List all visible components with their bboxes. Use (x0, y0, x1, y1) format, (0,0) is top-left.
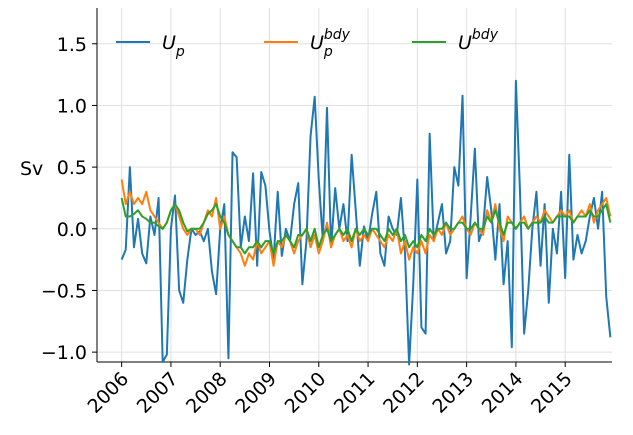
legend-label: Ubdy (458, 27, 499, 54)
x-tick-label: 2013 (428, 368, 478, 418)
x-tick-label: 2012 (379, 368, 429, 418)
series-line (120, 79, 612, 366)
y-tick-label: −0.5 (41, 280, 87, 302)
x-tick-label: 2014 (478, 368, 528, 418)
x-tick-label: 2008 (182, 368, 232, 418)
y-axis-label: Sv (20, 158, 43, 180)
series-line (120, 197, 612, 255)
y-tick-label: 1.5 (57, 34, 87, 56)
x-tick-label: 2011 (330, 368, 380, 418)
y-tick-label: 1.0 (57, 95, 87, 117)
x-tick-label: 2010 (281, 368, 331, 418)
y-tick-label: 0.5 (57, 157, 87, 179)
x-tick-label: 2015 (527, 368, 577, 418)
x-tick-label: 2009 (231, 368, 281, 418)
y-tick-label: 0.0 (57, 219, 87, 241)
x-tick-label: 2006 (83, 368, 133, 418)
x-tick-label: 2007 (133, 368, 183, 418)
y-tick-label: −1.0 (41, 342, 87, 364)
legend-label: Up (162, 32, 185, 60)
legend-label: Upbdy (310, 27, 351, 60)
